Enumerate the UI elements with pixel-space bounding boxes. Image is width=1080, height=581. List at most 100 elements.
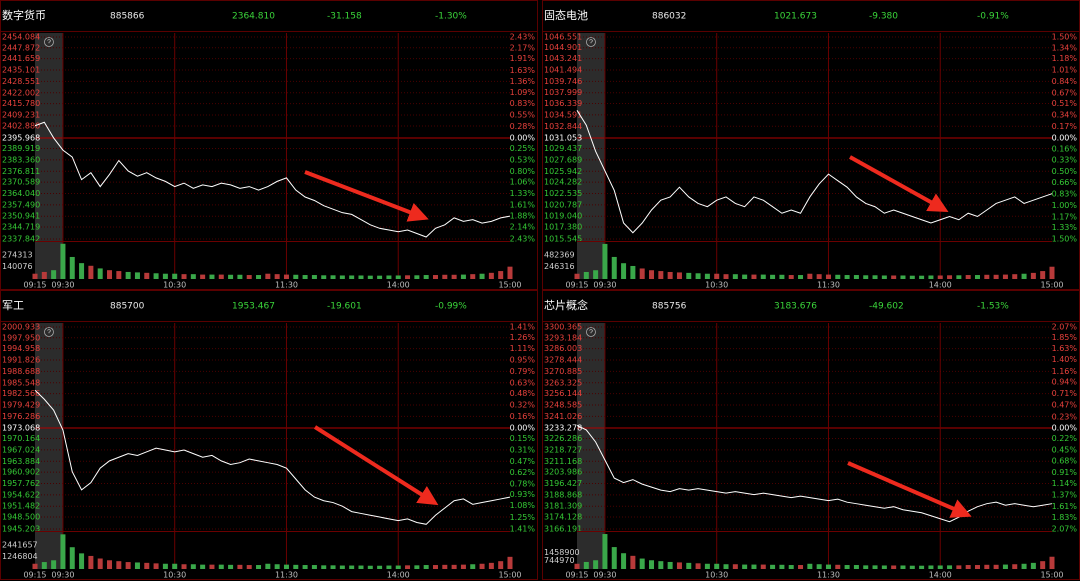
annotations <box>304 155 972 518</box>
x-tick-label: 14:00 <box>929 281 952 290</box>
y-tick-label: 1948.500 <box>2 513 40 522</box>
panel-title: 军工 <box>2 299 24 312</box>
y2-tick-label: 1.33% <box>1052 223 1078 232</box>
y2-tick-label: 0.50% <box>1052 167 1078 176</box>
volume-bar <box>807 273 813 279</box>
volume-tick-label: 246316 <box>544 262 575 271</box>
volume-bar <box>853 275 859 279</box>
volume-bar <box>190 564 196 569</box>
y-tick-label: 3181.309 <box>544 502 582 511</box>
volume-bar <box>788 275 794 279</box>
y2-tick-label: 1.50% <box>1052 235 1078 244</box>
volume-bar <box>386 565 392 569</box>
panel-title: 芯片概念 <box>544 298 588 312</box>
arrow <box>847 461 972 518</box>
stock-code: 885700 <box>110 302 145 312</box>
volume-bar <box>311 275 317 279</box>
y2-tick-label: 0.68% <box>1052 457 1078 466</box>
volume-bar <box>339 565 345 569</box>
y-tick-label: 2441.659 <box>2 54 40 63</box>
x-tick-label: 10:30 <box>705 571 728 580</box>
y-tick-label: 3300.365 <box>544 323 582 332</box>
x-tick-label: 11:30 <box>817 571 840 580</box>
y2-tick-label: 0.53% <box>510 156 536 165</box>
volume-bar <box>311 565 317 569</box>
x-tick-label: 09:30 <box>593 281 616 290</box>
volume-bar <box>125 562 131 569</box>
price-line <box>576 424 1053 523</box>
price-change: -9.380 <box>869 12 898 22</box>
volume-bar <box>228 564 234 569</box>
price-change: -19.601 <box>327 302 362 312</box>
volume-bar <box>172 273 178 279</box>
volume-bar <box>498 561 504 569</box>
y-tick-label: 2409.231 <box>2 110 40 119</box>
y2-tick-label: 0.80% <box>510 167 536 176</box>
volume-bar <box>714 273 720 279</box>
y-tick-label: 2337.842 <box>2 235 40 244</box>
volume-bar <box>79 263 85 279</box>
volume-bar <box>695 563 701 569</box>
y-tick-label: 1044.901 <box>544 43 582 52</box>
volume-bar <box>60 243 66 279</box>
volume-bar <box>209 274 215 279</box>
y-tick-label: 1970.164 <box>2 434 40 443</box>
arrow <box>313 425 439 506</box>
volume-bar <box>41 271 47 279</box>
volume-bar <box>349 275 355 279</box>
stock-code: 885756 <box>652 302 687 312</box>
y2-tick-label: 1.18% <box>1052 54 1078 63</box>
y-tick-label: 1957.762 <box>2 479 40 488</box>
volume-bar <box>881 275 887 279</box>
volume-bar <box>423 275 429 279</box>
arrow <box>849 155 949 212</box>
y2-tick-label: 1.14% <box>1052 479 1078 488</box>
y2-tick-label: 1.26% <box>510 333 536 342</box>
volume-bar <box>51 560 57 569</box>
y2-tick-label: 1.16% <box>1052 367 1078 376</box>
y2-tick-label: 0.00% <box>510 134 536 143</box>
change-pct: -0.91% <box>977 12 1009 22</box>
y2-tick-label: 0.00% <box>1052 134 1078 143</box>
y-tick-label: 3256.144 <box>544 389 582 398</box>
volume-bar <box>965 565 971 569</box>
volume-bar <box>246 565 252 569</box>
pre-market-shade <box>577 33 605 279</box>
volume-bar <box>667 271 673 279</box>
volume-bar <box>432 565 438 569</box>
x-tick-label: 15:00 <box>1040 571 1063 580</box>
y2-tick-label: 1.11% <box>510 344 536 353</box>
y-tick-label: 1967.024 <box>2 445 40 454</box>
volume-bar <box>134 562 140 569</box>
y-tick-label: 2389.919 <box>2 144 40 153</box>
volume-bar <box>41 562 47 569</box>
y-tick-label: 3233.278 <box>544 424 582 433</box>
volume-bar <box>144 562 150 569</box>
volume-bar <box>1040 561 1046 569</box>
volume-bar <box>162 273 168 279</box>
volume-bar <box>676 272 682 279</box>
volume-bar <box>460 564 466 569</box>
y-tick-label: 3293.184 <box>544 333 582 342</box>
y2-tick-label: 0.55% <box>510 111 536 120</box>
volume-bar <box>321 565 327 569</box>
volume-bar <box>367 275 373 279</box>
volume-bar <box>695 273 701 279</box>
y2-tick-label: 2.43% <box>510 33 536 42</box>
volume-bar <box>218 564 224 569</box>
volume-bar <box>88 555 94 569</box>
price-line <box>576 110 1053 234</box>
change-pct: -0.99% <box>435 302 467 312</box>
stock-code: 886032 <box>652 12 686 22</box>
volume-bar <box>751 564 757 569</box>
volume-bar <box>200 274 206 279</box>
y-tick-label: 3174.128 <box>544 513 582 522</box>
volume-bar <box>246 275 252 279</box>
y2-tick-label: 1.36% <box>510 77 536 86</box>
y-tick-label: 1029.437 <box>544 144 582 153</box>
y-tick-label: 1951.482 <box>2 502 40 511</box>
y2-tick-label: 1.61% <box>510 200 536 209</box>
volume-bar <box>937 275 943 279</box>
volume-bar <box>386 275 392 279</box>
